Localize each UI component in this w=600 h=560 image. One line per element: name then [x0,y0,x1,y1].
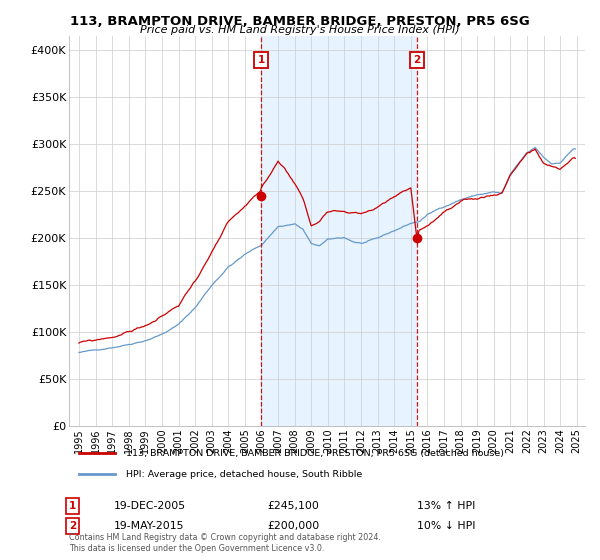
Text: 2: 2 [413,55,421,65]
Text: 1: 1 [69,501,76,511]
Text: Price paid vs. HM Land Registry's House Price Index (HPI): Price paid vs. HM Land Registry's House … [140,25,460,35]
Text: 113, BRAMPTON DRIVE, BAMBER BRIDGE, PRESTON, PR5 6SG (detached house): 113, BRAMPTON DRIVE, BAMBER BRIDGE, PRES… [126,449,504,458]
Text: 13% ↑ HPI: 13% ↑ HPI [417,501,475,511]
Text: 2: 2 [69,521,76,531]
Text: 10% ↓ HPI: 10% ↓ HPI [417,521,475,531]
Text: HPI: Average price, detached house, South Ribble: HPI: Average price, detached house, Sout… [126,470,362,479]
Text: £200,000: £200,000 [267,521,319,531]
Text: 19-MAY-2015: 19-MAY-2015 [114,521,185,531]
Text: Contains HM Land Registry data © Crown copyright and database right 2024.
This d: Contains HM Land Registry data © Crown c… [69,533,381,553]
Text: 113, BRAMPTON DRIVE, BAMBER BRIDGE, PRESTON, PR5 6SG: 113, BRAMPTON DRIVE, BAMBER BRIDGE, PRES… [70,15,530,27]
Text: 1: 1 [257,55,265,65]
Text: £245,100: £245,100 [267,501,319,511]
Text: 19-DEC-2005: 19-DEC-2005 [114,501,186,511]
